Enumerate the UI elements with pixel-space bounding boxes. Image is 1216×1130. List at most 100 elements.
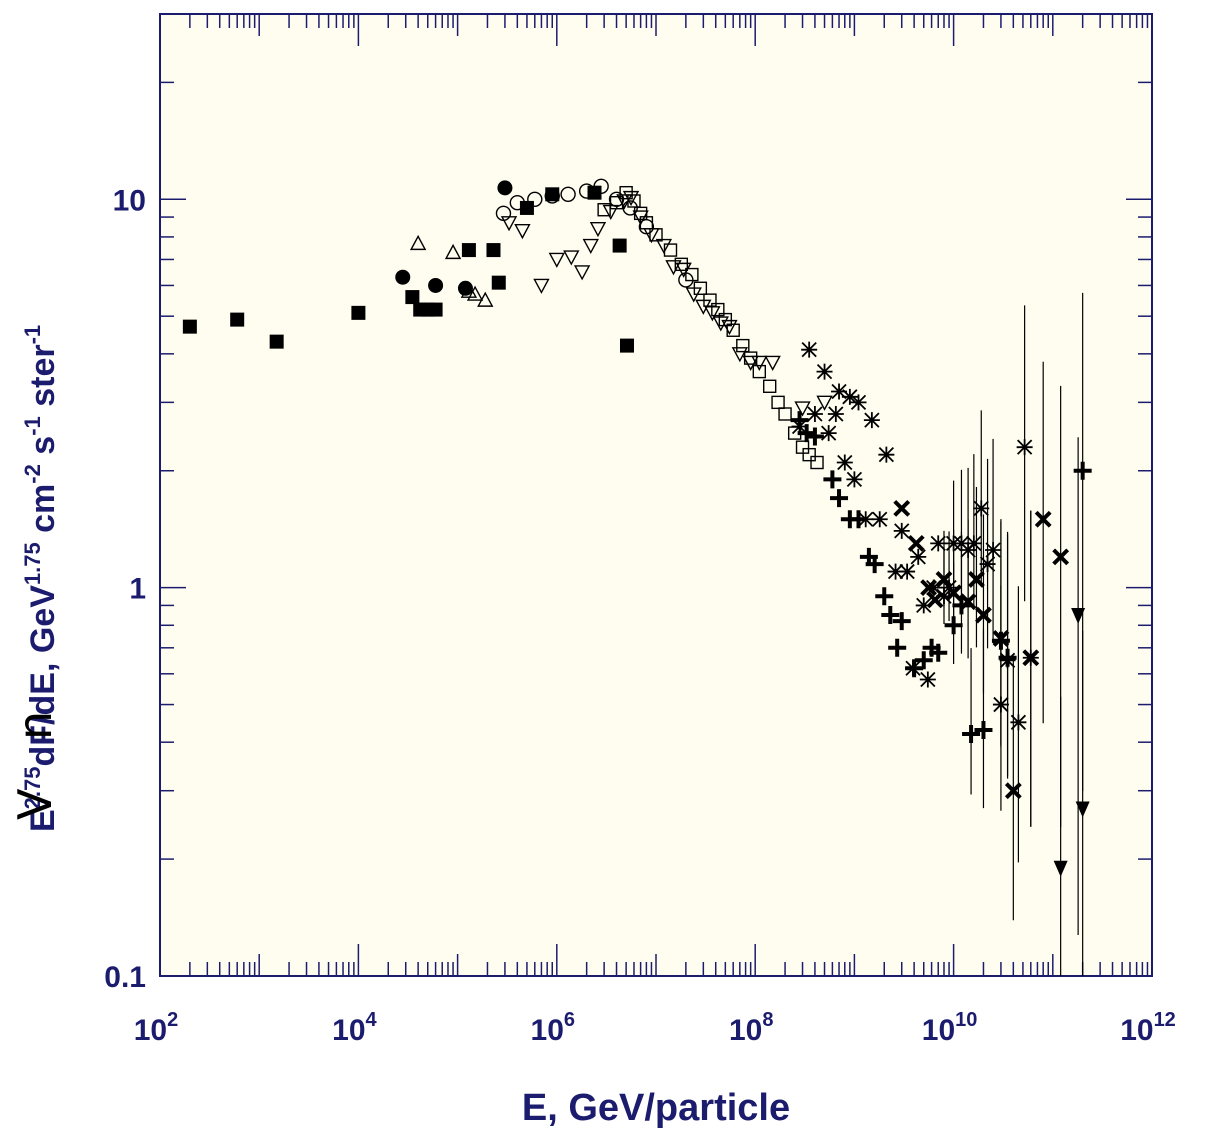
data-point-asterisk	[801, 341, 818, 358]
data-point-cross	[1022, 649, 1040, 667]
data-point-open-square	[663, 243, 678, 257]
data-point-plus	[991, 631, 1010, 650]
data-point-asterisk	[985, 542, 1002, 559]
x-tick-label-base: 10	[729, 1014, 762, 1047]
data-point-asterisk	[925, 579, 942, 596]
data-point-open-triangle-down	[764, 355, 781, 371]
data-point-open-triangle-down	[514, 224, 531, 240]
data-point-open-square	[718, 312, 733, 327]
data-point-open-triangle-down	[589, 221, 607, 238]
x-tick-label-base: 10	[922, 1014, 955, 1047]
data-point-asterisk	[846, 471, 863, 488]
y-axis-label-mid4: ster	[24, 344, 62, 416]
data-point-asterisk	[973, 500, 990, 517]
data-point-open-triangle-down	[721, 319, 738, 336]
data-point-asterisk	[806, 405, 823, 422]
data-point-open-circle	[560, 186, 576, 203]
data-point-cross	[1004, 782, 1022, 800]
x-axis-label: E, GeV/particle	[522, 1087, 790, 1129]
data-point-asterisk	[893, 522, 910, 539]
x-tick-label-exp: 8	[762, 1009, 773, 1031]
data-point-plus	[929, 643, 948, 662]
data-point-cross	[907, 534, 925, 552]
y-axis-label-exp1: 2.75	[20, 766, 45, 809]
data-point-asterisk	[887, 563, 904, 580]
data-point-open-square	[685, 267, 699, 282]
data-point-cross	[975, 606, 992, 624]
data-point-open-triangle-down	[548, 252, 565, 268]
data-point-plus	[962, 724, 981, 743]
data-point-plus	[849, 510, 868, 529]
data-point-open-triangle-down	[573, 265, 591, 281]
x-tick-label-base: 10	[134, 1014, 167, 1047]
y-tick-label: 0.1	[104, 961, 146, 994]
y-tick-labels: 0.1 1 10	[104, 184, 146, 994]
data-point-open-square	[778, 407, 792, 421]
data-point-open-triangle-down	[563, 250, 580, 266]
data-point-open-square	[619, 185, 633, 200]
data-point-open-square	[762, 379, 777, 393]
x-tick-label: 106	[531, 1009, 576, 1047]
data-point-filled-square	[428, 302, 443, 317]
data-point-asterisk	[841, 388, 858, 405]
x-tick-label-base: 10	[531, 1014, 564, 1047]
data-point-open-square	[810, 455, 824, 470]
data-point-asterisk	[910, 548, 927, 565]
data-point-cross	[926, 591, 944, 609]
x-tick-label-base: 10	[1120, 1014, 1153, 1047]
x-tick-label: 1010	[922, 1009, 978, 1047]
x-tick-label: 1012	[1120, 1009, 1176, 1047]
x-tick-labels: 102 104 106 108 1010 1012	[134, 1009, 1176, 1047]
data-point-asterisk	[979, 556, 996, 573]
data-point-plus	[865, 555, 884, 574]
data-point-plus	[875, 587, 894, 606]
data-point-filled-triangle-down	[1075, 801, 1090, 818]
data-point-open-triangle-down	[665, 260, 682, 276]
data-point-asterisk	[820, 425, 837, 442]
data-point-asterisk	[816, 363, 833, 380]
data-point-open-triangle-down	[582, 238, 599, 255]
data-point-filled-square	[351, 305, 366, 320]
data-point-open-triangle-down	[655, 238, 673, 255]
data-point-asterisk	[935, 588, 952, 605]
data-point-open-square	[609, 195, 624, 210]
data-point-open-triangle-down	[500, 216, 518, 232]
data-point-filled-square	[405, 290, 420, 305]
data-point-open-square	[597, 203, 611, 217]
data-point-asterisk	[850, 394, 867, 411]
x-tick-label: 108	[729, 1009, 774, 1047]
data-point-open-triangle-down	[794, 401, 811, 417]
y-axis-label-exp5: -1	[20, 325, 45, 345]
data-point-plus	[905, 659, 924, 678]
y-axis-label-exp3: -2	[20, 464, 45, 484]
axis-ticks	[159, 13, 1152, 977]
x-tick-label-exp: 12	[1154, 1009, 1176, 1031]
x-tick-label-exp: 2	[167, 1009, 178, 1031]
data-point-open-square	[736, 338, 750, 353]
data-point-open-triangle-down	[816, 395, 833, 411]
data-point-plus	[914, 651, 933, 670]
data-point-open-triangle-up	[409, 234, 427, 251]
y-axis-label-exp4: -1	[20, 416, 45, 436]
data-point-asterisk	[899, 563, 916, 580]
data-markers	[182, 178, 1092, 877]
data-point-open-square	[743, 351, 758, 365]
data-point-asterisk	[1010, 714, 1027, 731]
data-point-filled-triangle-down	[1071, 608, 1086, 625]
data-point-filled-square	[461, 243, 476, 258]
y-tick-label: 1	[129, 573, 146, 606]
y-tick-label: 10	[113, 184, 146, 217]
data-point-filled-square	[486, 243, 501, 258]
data-point-asterisk	[827, 405, 844, 422]
data-point-open-square	[693, 281, 708, 295]
data-point-open-circle	[527, 191, 543, 207]
data-point-open-square	[649, 228, 663, 242]
data-point-filled-square	[545, 187, 560, 202]
data-point-asterisk	[1016, 439, 1033, 456]
data-point-plus	[892, 612, 911, 631]
data-point-open-triangle-down	[632, 210, 649, 226]
data-point-open-triangle-up	[477, 291, 494, 307]
data-point-asterisk	[919, 671, 936, 688]
data-point-open-square	[703, 293, 717, 307]
data-point-cross	[968, 571, 985, 588]
